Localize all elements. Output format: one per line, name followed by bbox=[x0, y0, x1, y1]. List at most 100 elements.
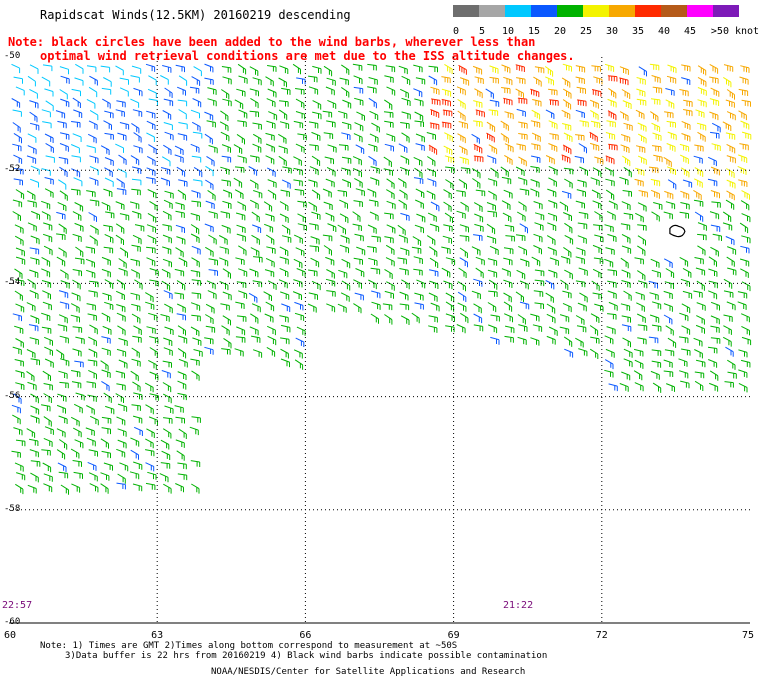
y-tick-label: -50 bbox=[4, 51, 21, 61]
wind-barb bbox=[219, 121, 229, 132]
wind-barb bbox=[161, 370, 171, 379]
wind-barb bbox=[663, 290, 673, 299]
wind-barb bbox=[589, 131, 598, 142]
wind-barb bbox=[457, 98, 466, 110]
wind-barb bbox=[265, 234, 275, 245]
wind-barb bbox=[326, 120, 336, 128]
wind-barb bbox=[679, 256, 689, 267]
wind-barb bbox=[621, 269, 631, 279]
wind-barb bbox=[590, 336, 600, 344]
wind-barb bbox=[664, 190, 674, 200]
wind-barb bbox=[694, 380, 704, 391]
wind-barb bbox=[386, 281, 395, 291]
wind-barb bbox=[401, 132, 410, 143]
wind-barb bbox=[549, 133, 559, 141]
wind-barb bbox=[740, 245, 750, 254]
wind-barb bbox=[26, 190, 36, 201]
wind-barb bbox=[308, 86, 319, 95]
wind-barb bbox=[42, 290, 51, 300]
legend-swatch bbox=[635, 5, 661, 17]
wind-barb bbox=[727, 246, 737, 255]
wind-barb bbox=[174, 405, 184, 413]
wind-barb bbox=[534, 222, 544, 231]
wind-barb bbox=[678, 336, 689, 344]
wind-barb bbox=[415, 188, 425, 198]
wind-barb bbox=[383, 156, 392, 167]
wind-barb bbox=[161, 280, 171, 291]
wind-barb bbox=[683, 109, 693, 117]
wind-barb bbox=[175, 439, 185, 448]
wind-barb bbox=[147, 234, 157, 245]
wind-barb bbox=[27, 278, 36, 290]
wind-barb bbox=[680, 167, 690, 178]
wind-barb bbox=[266, 346, 276, 357]
wind-barb bbox=[104, 301, 114, 310]
wind-barb bbox=[88, 369, 97, 380]
wind-barb bbox=[680, 190, 690, 200]
wind-barb bbox=[57, 462, 67, 472]
wind-barb bbox=[386, 133, 396, 142]
wind-barb bbox=[14, 359, 24, 367]
wind-barb bbox=[191, 257, 200, 268]
wind-barb bbox=[252, 77, 262, 86]
wind-barb bbox=[740, 313, 750, 323]
wind-barb bbox=[115, 290, 125, 300]
wind-barb bbox=[651, 349, 662, 356]
wind-barb bbox=[367, 63, 377, 71]
wind-barb bbox=[592, 200, 602, 210]
wind-barb bbox=[325, 86, 335, 96]
wind-barb bbox=[593, 76, 603, 85]
wind-barb bbox=[115, 143, 124, 153]
wind-barb bbox=[205, 303, 215, 314]
wind-barb bbox=[681, 120, 691, 130]
wind-barb bbox=[338, 144, 349, 151]
wind-barb bbox=[177, 371, 187, 380]
wind-barb bbox=[119, 87, 129, 97]
wind-barb bbox=[162, 393, 172, 404]
wind-barb bbox=[651, 269, 661, 278]
wind-barb bbox=[607, 269, 617, 276]
wind-barb bbox=[44, 346, 53, 356]
wind-barb bbox=[59, 89, 68, 100]
wind-barb bbox=[297, 200, 307, 208]
wind-barb bbox=[148, 144, 157, 155]
wind-barb bbox=[71, 88, 81, 97]
wind-barb bbox=[59, 132, 70, 140]
wind-barb bbox=[310, 236, 320, 245]
wind-barb bbox=[44, 426, 54, 435]
wind-barb bbox=[740, 200, 750, 211]
wind-barb bbox=[251, 303, 261, 313]
wind-barb bbox=[515, 166, 525, 176]
wind-barb bbox=[237, 155, 247, 164]
wind-barb bbox=[726, 168, 735, 178]
wind-barb bbox=[176, 303, 186, 313]
wind-barb bbox=[711, 122, 721, 133]
wind-barb bbox=[561, 190, 572, 199]
wind-barb bbox=[190, 460, 201, 467]
wind-barb bbox=[27, 200, 37, 208]
wind-barb bbox=[401, 279, 410, 290]
wind-barb bbox=[637, 280, 648, 289]
wind-barb bbox=[162, 246, 172, 255]
wind-barb bbox=[726, 89, 735, 100]
wind-barb bbox=[634, 359, 644, 369]
wind-barb bbox=[267, 88, 277, 98]
wind-barb bbox=[533, 290, 544, 297]
wind-barb bbox=[426, 190, 436, 200]
wind-barb bbox=[399, 268, 409, 276]
wind-barb bbox=[292, 63, 301, 75]
wind-barb bbox=[682, 179, 693, 188]
wind-barb bbox=[163, 290, 173, 300]
wind-barb bbox=[371, 235, 381, 243]
wind-barb bbox=[693, 199, 704, 207]
wind-barb bbox=[119, 77, 129, 85]
wind-barb bbox=[326, 77, 336, 86]
wind-barb bbox=[325, 256, 335, 266]
legend-swatch bbox=[609, 5, 635, 17]
wind-barb bbox=[353, 86, 364, 94]
wind-barb bbox=[427, 156, 436, 167]
wind-barb bbox=[252, 143, 262, 153]
wind-barb bbox=[327, 223, 337, 232]
wind-barb bbox=[116, 482, 126, 490]
wind-barb bbox=[738, 88, 749, 96]
